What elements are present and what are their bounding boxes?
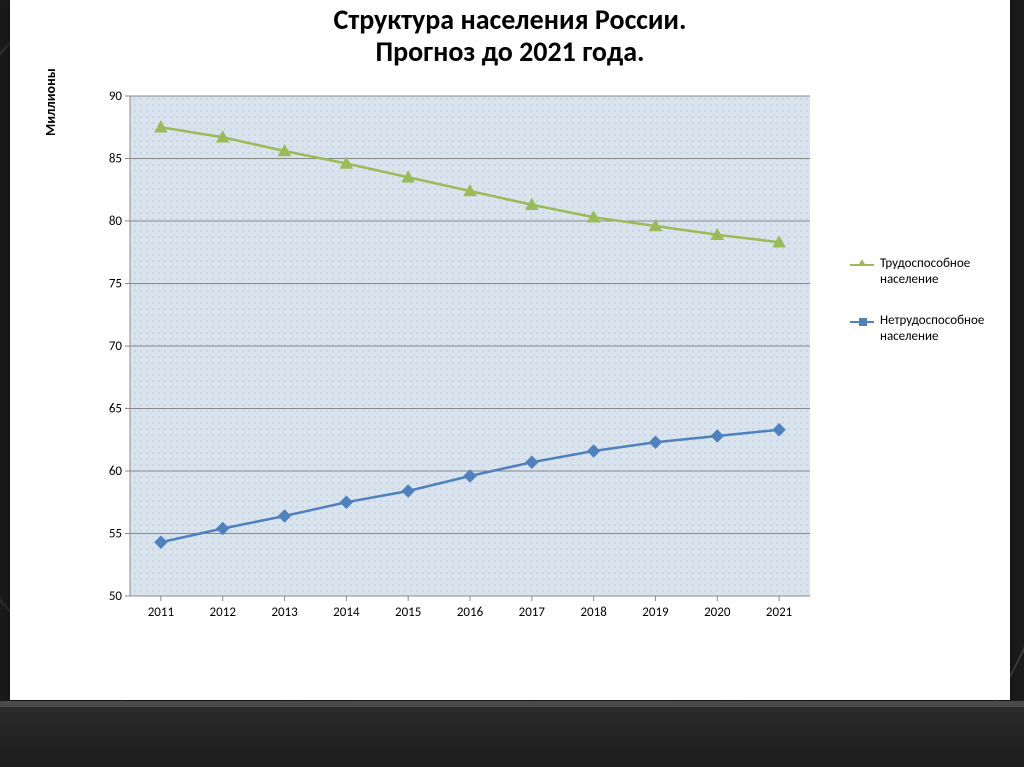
x-tick-label: 2014 <box>333 605 360 620</box>
slide-footer-band <box>0 707 1024 767</box>
y-tick-label: 80 <box>109 214 123 229</box>
y-tick-label: 75 <box>109 277 122 292</box>
y-tick-label: 65 <box>109 402 122 417</box>
chart-title: Структура населения России. Прогноз до 2… <box>10 0 1010 68</box>
x-tick-label: 2013 <box>271 605 298 620</box>
x-tick-label: 2017 <box>519 605 546 620</box>
x-tick-label: 2018 <box>580 605 607 620</box>
legend-swatch-icon <box>850 264 874 266</box>
x-tick-label: 2016 <box>457 605 484 620</box>
x-tick-label: 2019 <box>642 605 669 620</box>
legend-label: Трудоспособное население <box>880 256 1020 287</box>
x-tick-label: 2021 <box>766 605 792 620</box>
legend-item-able: Трудоспособное население <box>850 256 1020 287</box>
y-axis-label: Миллионы <box>42 68 59 136</box>
plot-area: Миллионы 5055606570758085902011201220132… <box>50 86 990 686</box>
y-tick-label: 70 <box>109 339 123 354</box>
chart-title-line2: Прогноз до 2021 года. <box>10 36 1010 68</box>
legend-item-disabled: Нетрудоспособное население <box>850 313 1020 344</box>
slide-background: Структура населения России. Прогноз до 2… <box>0 0 1024 767</box>
legend-label: Нетрудоспособное население <box>880 313 1020 344</box>
y-tick-label: 85 <box>109 152 122 167</box>
y-tick-label: 55 <box>109 527 122 542</box>
chart-title-line1: Структура населения России. <box>10 4 1010 36</box>
y-tick-label: 50 <box>109 589 123 604</box>
chart-card: Структура населения России. Прогноз до 2… <box>10 0 1010 700</box>
legend: Трудоспособное население Нетрудоспособно… <box>850 256 1020 370</box>
line-chart-svg: 50 55 60 65 70 75 80 85 90 2011 2012 2013 2014 2015 20… <box>80 86 840 646</box>
x-tick-label: 2011 <box>148 605 174 620</box>
x-tick-label: 2015 <box>395 605 421 620</box>
legend-swatch-icon <box>850 321 874 323</box>
x-tick-label: 2020 <box>704 605 731 620</box>
x-tick-label: 2012 <box>210 605 237 620</box>
y-tick-label: 90 <box>109 89 123 104</box>
y-tick-label: 60 <box>109 464 123 479</box>
